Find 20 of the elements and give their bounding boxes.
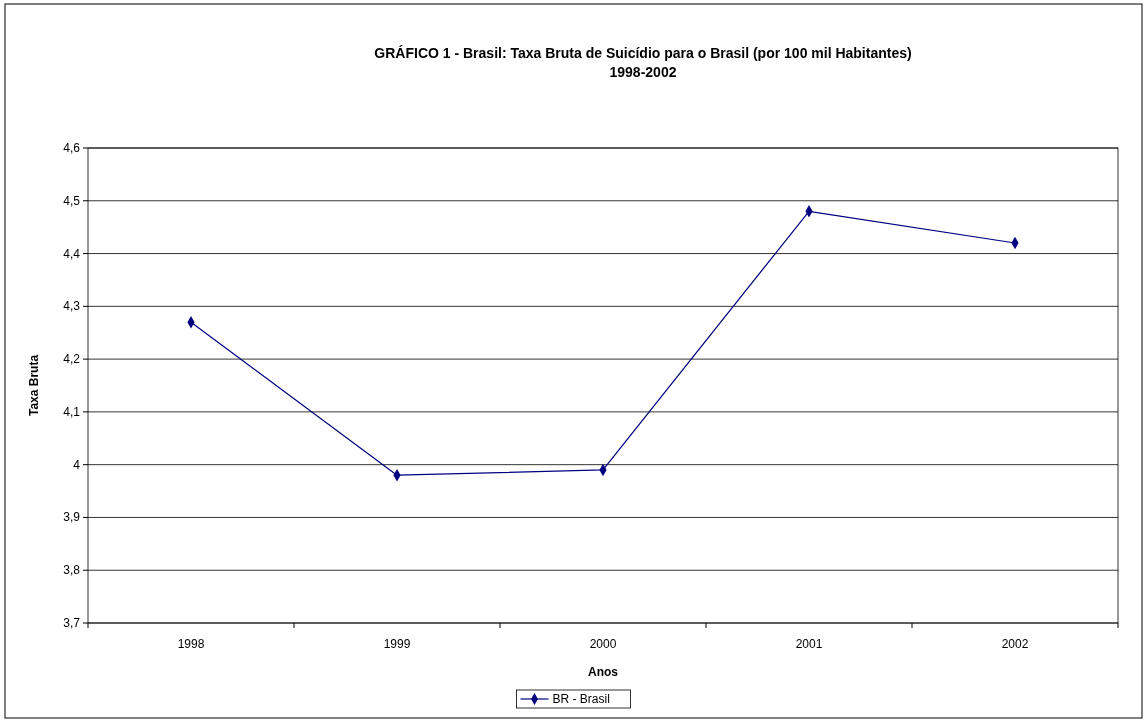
y-axis-title: Taxa Bruta [27, 354, 41, 417]
x-tick-label: 2002 [1001, 637, 1029, 651]
y-tick-label: 4,1 [63, 404, 81, 419]
y-tick-label: 4,4 [63, 246, 81, 261]
y-tick-label: 3,9 [63, 510, 81, 525]
x-tick-label: 2001 [795, 637, 823, 651]
y-tick-label: 4,5 [63, 193, 81, 208]
x-tick-label: 1999 [383, 637, 411, 651]
y-tick-label: 4 [73, 457, 81, 472]
legend-label: BR - Brasil [552, 692, 610, 706]
x-tick-label: 2000 [589, 637, 617, 651]
y-tick-label: 4,2 [63, 352, 81, 367]
y-tick-label: 4,3 [63, 299, 81, 314]
x-tick-label: 1998 [177, 637, 205, 651]
chart-title: GRÁFICO 1 - Brasil: Taxa Bruta de Suicídio para o Brasil (por 100 mil Habitantes) [374, 45, 912, 61]
chart-subtitle: 1998-2002 [609, 64, 677, 80]
x-axis-title: Anos [588, 665, 619, 679]
y-tick-label: 4,6 [63, 141, 81, 155]
y-tick-label: 3,7 [63, 616, 81, 630]
y-tick-label: 3,8 [63, 563, 81, 578]
